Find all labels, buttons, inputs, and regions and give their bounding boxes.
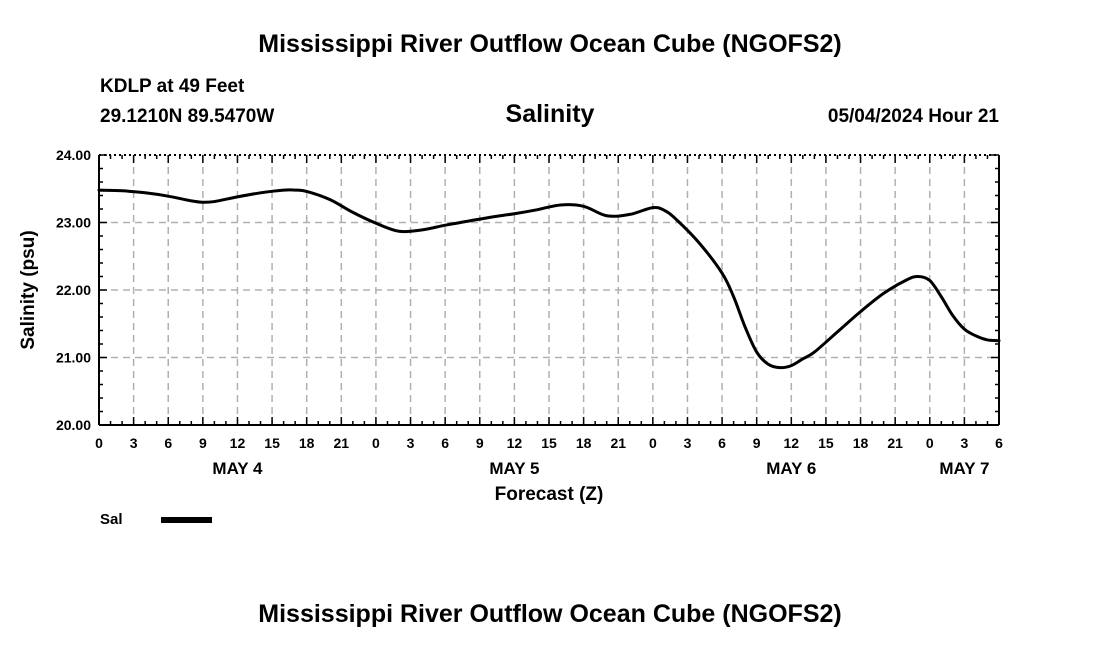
x-tick-label: 6 bbox=[164, 435, 172, 451]
x-tick-label: 6 bbox=[995, 435, 1003, 451]
y-tick-label: 24.00 bbox=[56, 147, 91, 163]
x-tick-label: 12 bbox=[784, 435, 800, 451]
x-tick-label: 3 bbox=[407, 435, 415, 451]
x-tick-label: 15 bbox=[264, 435, 280, 451]
y-tick-label: 20.00 bbox=[56, 417, 91, 433]
x-tick-label: 21 bbox=[887, 435, 903, 451]
x-tick-label: 18 bbox=[853, 435, 869, 451]
x-tick-label: 9 bbox=[753, 435, 761, 451]
station-name: KDLP at 49 Feet bbox=[100, 76, 245, 97]
x-tick-label: 0 bbox=[649, 435, 657, 451]
x-axis-label: Forecast (Z) bbox=[495, 484, 604, 505]
x-axis-day-labels: MAY 4 MAY 5 MAY 6 MAY 7 bbox=[212, 459, 989, 478]
x-tick-label: 6 bbox=[441, 435, 449, 451]
x-tick-label: 15 bbox=[541, 435, 557, 451]
main-title: Mississippi River Outflow Ocean Cube (NG… bbox=[258, 30, 842, 58]
x-day-label: MAY 6 bbox=[766, 459, 816, 478]
x-tick-label: 12 bbox=[230, 435, 246, 451]
forecast-datetime: 05/04/2024 Hour 21 bbox=[827, 106, 999, 127]
x-tick-label: 3 bbox=[684, 435, 692, 451]
x-tick-label: 12 bbox=[507, 435, 523, 451]
x-tick-label: 21 bbox=[334, 435, 350, 451]
x-tick-label: 18 bbox=[576, 435, 592, 451]
y-tick-label: 22.00 bbox=[56, 282, 91, 298]
x-tick-label: 18 bbox=[299, 435, 315, 451]
x-day-label: MAY 5 bbox=[489, 459, 539, 478]
footer-title: Mississippi River Outflow Ocean Cube (NG… bbox=[258, 600, 842, 628]
x-tick-label: 6 bbox=[718, 435, 726, 451]
grid-lines bbox=[99, 155, 999, 425]
x-tick-label: 0 bbox=[372, 435, 380, 451]
x-tick-label: 3 bbox=[130, 435, 138, 451]
station-coordinates: 29.1210N 89.5470W bbox=[100, 106, 275, 127]
y-axis-ticks: 20.00 21.00 22.00 23.00 24.00 bbox=[56, 147, 999, 433]
x-axis-ticks: 0 3 6 9 12 15 18 21 0 3 6 9 12 15 18 21 0 3 6 9 12 15 18 21 0 3 6 bbox=[95, 155, 1003, 451]
y-tick-label: 21.00 bbox=[56, 350, 91, 366]
x-tick-label: 0 bbox=[926, 435, 934, 451]
chart-title: Salinity bbox=[505, 100, 595, 128]
x-tick-label: 9 bbox=[476, 435, 484, 451]
x-tick-label: 0 bbox=[95, 435, 103, 451]
x-tick-label: 3 bbox=[960, 435, 968, 451]
legend-label: Sal bbox=[100, 511, 123, 528]
x-tick-label: 9 bbox=[199, 435, 207, 451]
x-tick-label: 21 bbox=[610, 435, 626, 451]
x-tick-label: 15 bbox=[818, 435, 834, 451]
y-axis-label: Salinity (psu) bbox=[18, 230, 39, 349]
y-tick-label: 23.00 bbox=[56, 215, 91, 231]
x-day-label: MAY 7 bbox=[939, 459, 989, 478]
salinity-series-line bbox=[97, 188, 1001, 370]
x-day-label: MAY 4 bbox=[212, 459, 263, 478]
legend-swatch bbox=[161, 517, 212, 523]
